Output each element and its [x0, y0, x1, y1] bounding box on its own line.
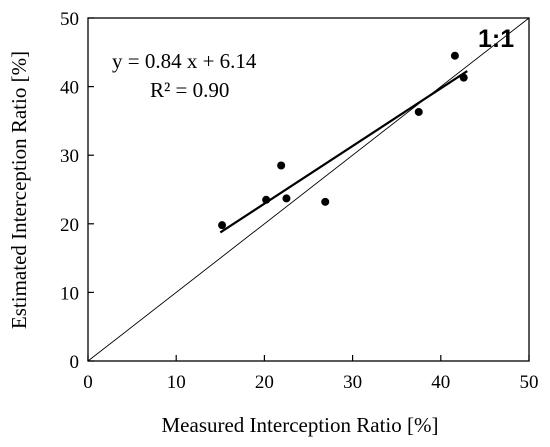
y-tick-label: 50 — [60, 9, 79, 30]
y-tick-label: 0 — [70, 352, 80, 373]
r-squared-label: R² = 0.90 — [150, 78, 229, 102]
y-tick-label: 30 — [60, 146, 79, 167]
y-tick-label: 10 — [60, 283, 79, 304]
x-tick-label: 30 — [343, 372, 362, 393]
data-point — [218, 221, 227, 230]
regression-equation: y = 0.84 x + 6.14 — [112, 49, 257, 73]
regression-line — [219, 70, 468, 234]
one-to-one-label: 1:1 — [478, 25, 514, 53]
data-point — [262, 195, 271, 204]
x-axis-title: Measured Interception Ratio [%] — [162, 413, 439, 437]
one-to-one-line — [87, 17, 530, 362]
x-tick-label: 50 — [520, 372, 539, 393]
data-point — [450, 51, 459, 60]
y-tick-label: 20 — [60, 215, 79, 236]
data-point — [282, 194, 291, 203]
data-point — [321, 197, 330, 206]
data-point — [277, 161, 286, 170]
x-tick-label: 20 — [255, 372, 274, 393]
y-tick-label: 40 — [60, 78, 79, 99]
x-tick-label: 40 — [431, 372, 450, 393]
x-tick-label: 10 — [167, 372, 186, 393]
plot-frame — [87, 17, 530, 362]
y-axis-title: Estimated Interception Ratio [%] — [7, 51, 31, 329]
x-tick-label: 0 — [83, 372, 93, 393]
data-point — [414, 107, 423, 116]
data-point — [459, 73, 468, 82]
